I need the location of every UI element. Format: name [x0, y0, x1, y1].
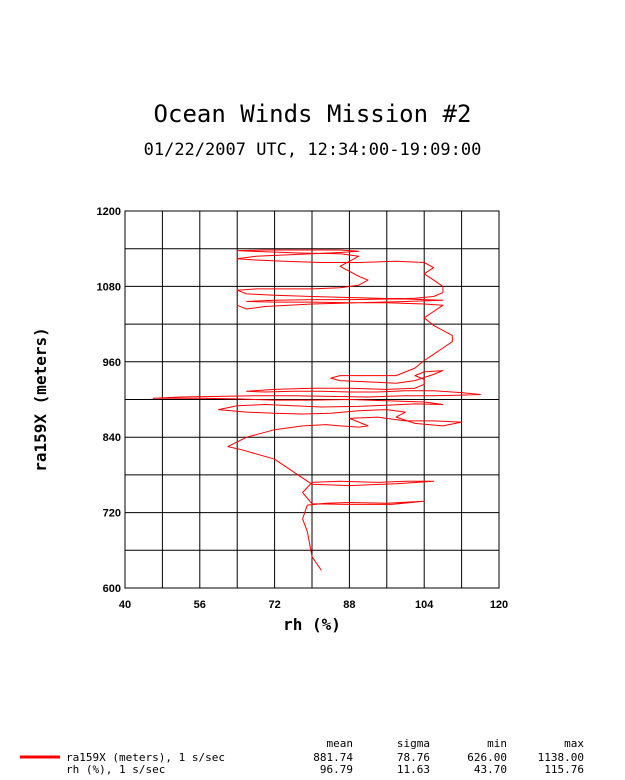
- chart-title: Ocean Winds Mission #2: [153, 100, 472, 128]
- x-tick-label: 56: [194, 599, 206, 611]
- y-tick-label: 960: [103, 357, 121, 369]
- stats-header: mean: [326, 737, 354, 750]
- stats-value: 11.63: [396, 763, 430, 776]
- chart-subtitle: 01/22/2007 UTC, 12:34:00-19:09:00: [143, 140, 482, 160]
- stats-value: 96.79: [319, 763, 353, 776]
- stats-header: min: [487, 737, 507, 750]
- x-tick-label: 104: [415, 599, 434, 611]
- stats-value: 1138.00: [537, 751, 584, 764]
- y-tick-label: 600: [103, 583, 121, 595]
- stats-value: 881.74: [313, 751, 353, 764]
- tick-labels: 40 56 72 88 104 120 600 720 840 960 1080 1200: [97, 206, 509, 611]
- grid: [125, 211, 499, 588]
- x-tick-label: 72: [268, 599, 280, 611]
- legend-label: ra159X (meters), 1 s/sec: [66, 751, 225, 764]
- y-tick-label: 720: [103, 508, 121, 520]
- y-axis-label: ra159X (meters): [31, 327, 50, 472]
- x-tick-label: 40: [119, 599, 131, 611]
- stats-value: 115.76: [544, 763, 584, 776]
- x-tick-label: 120: [490, 599, 508, 611]
- x-axis-label: rh (%): [283, 615, 341, 634]
- stats-value: 78.76: [396, 751, 430, 764]
- stats-value: 626.00: [467, 751, 507, 764]
- plot-frame: [124, 210, 500, 589]
- y-tick-label: 840: [103, 432, 121, 444]
- stats-header: max: [564, 737, 584, 750]
- x-tick-label: 88: [343, 599, 355, 611]
- legend-label: rh (%), 1 s/sec: [66, 763, 166, 776]
- y-tick-label: 1200: [97, 206, 121, 218]
- stats-header: sigma: [396, 737, 430, 750]
- y-tick-label: 1080: [97, 281, 121, 293]
- stats-value: 43.70: [473, 763, 507, 776]
- series-line-ra159x: [152, 249, 481, 571]
